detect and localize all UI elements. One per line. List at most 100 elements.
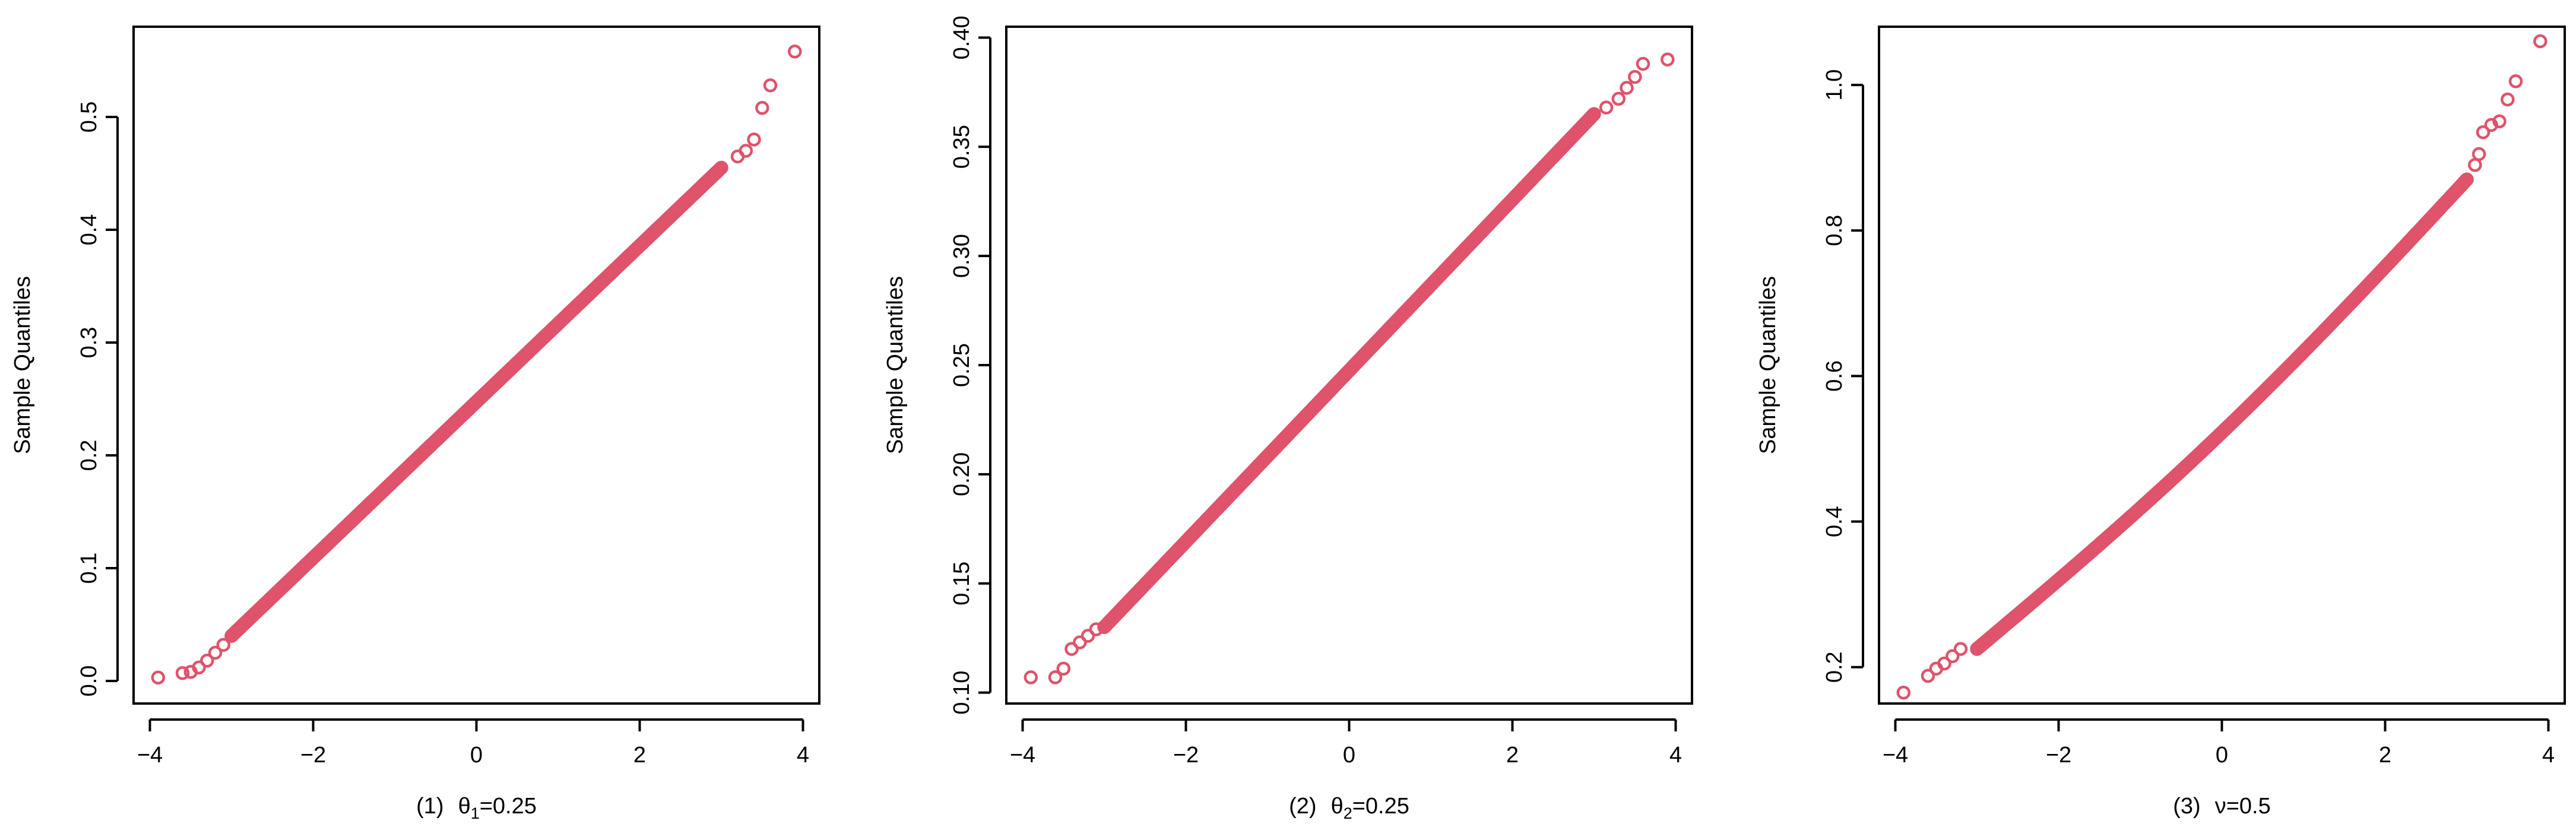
y-tick-label: 0.6 xyxy=(1822,360,1847,392)
data-point xyxy=(714,160,728,175)
y-tick-label: 0.30 xyxy=(949,234,974,278)
data-point xyxy=(224,629,239,643)
y-tick-label: 0.3 xyxy=(77,327,102,359)
y-tick-label: 0.1 xyxy=(77,553,102,584)
data-point xyxy=(1089,622,1104,636)
data-point xyxy=(1937,656,1951,671)
y-tick-label: 0.10 xyxy=(949,671,974,715)
data-points xyxy=(1024,52,1675,685)
y-tick-label: 0.2 xyxy=(1822,651,1847,683)
panel-caption: (1) θ1=0.25 xyxy=(416,794,537,822)
data-point xyxy=(1048,670,1063,685)
data-point xyxy=(1620,81,1634,95)
y-tick-label: 0.8 xyxy=(1822,215,1847,246)
data-point xyxy=(2468,158,2482,172)
x-tick-label: 2 xyxy=(1506,743,1519,768)
caption-index: (1) xyxy=(416,794,443,819)
data-point xyxy=(1628,69,1642,84)
data-point xyxy=(1636,56,1650,71)
data-point xyxy=(755,101,769,115)
data-point xyxy=(1599,100,1614,115)
x-tick-label: −4 xyxy=(1883,743,1908,768)
data-point xyxy=(2501,92,2515,107)
x-axis: −4 −2 0 2 4 xyxy=(1883,718,2555,768)
x-axis: −4 −2 0 2 4 xyxy=(137,718,809,768)
data-point xyxy=(1587,107,1601,121)
data-point xyxy=(192,660,206,674)
x-tick-label: 0 xyxy=(1343,743,1355,768)
y-axis: 0.2 0.4 0.6 0.8 1.0 xyxy=(1822,69,1864,683)
y-axis: 0.10 0.15 0.20 0.25 0.30 0.35 0.40 xyxy=(949,15,991,715)
data-point xyxy=(2472,147,2486,161)
data-point xyxy=(1081,629,1095,643)
caption-symbol: θ xyxy=(1331,794,1344,819)
data-point xyxy=(1946,649,1960,664)
x-tick-label: −2 xyxy=(300,743,326,768)
x-tick-label: −2 xyxy=(2046,743,2071,768)
data-points xyxy=(151,45,802,685)
x-tick-label: 0 xyxy=(2216,743,2228,768)
y-tick-label: 0.15 xyxy=(949,562,974,606)
y-tick-label: 0.5 xyxy=(77,102,102,133)
x-tick-label: 2 xyxy=(2379,743,2391,768)
data-point xyxy=(1661,52,1675,66)
data-point xyxy=(1896,685,1911,700)
y-tick-label: 0.40 xyxy=(949,15,974,59)
x-tick-label: −2 xyxy=(1173,743,1199,768)
caption-subscript: 1 xyxy=(471,804,480,822)
caption-symbol: ν xyxy=(2215,794,2226,819)
data-point xyxy=(1073,635,1087,649)
x-tick-label: −4 xyxy=(137,743,163,768)
x-tick-label: 0 xyxy=(470,743,483,768)
data-point xyxy=(175,666,190,680)
data-point xyxy=(208,645,223,660)
x-tick-label: 4 xyxy=(1669,743,1682,768)
panel-1: −4 −2 0 2 4 0.0 0.1 0.2 0.3 0.4 0.5 Sample Quantile… xyxy=(10,26,820,822)
caption-value: =0.25 xyxy=(1352,794,1409,819)
data-point xyxy=(763,78,778,93)
plot-frame xyxy=(132,26,820,705)
y-tick-label: 1.0 xyxy=(1822,69,1847,101)
data-point xyxy=(1953,642,1968,656)
data-point xyxy=(1056,661,1071,676)
data-point xyxy=(2533,34,2548,49)
data-point xyxy=(2492,114,2507,129)
y-tick-label: 0.20 xyxy=(949,452,974,496)
panel-caption: (2) θ2=0.25 xyxy=(1289,794,1409,822)
data-point xyxy=(1024,670,1038,685)
y-tick-label: 0.4 xyxy=(1822,506,1847,537)
plot-frame xyxy=(1878,26,2566,705)
data-points xyxy=(1896,34,2548,700)
data-point xyxy=(747,132,761,147)
data-point xyxy=(2476,125,2491,140)
data-point xyxy=(200,654,214,668)
data-point xyxy=(1064,642,1079,656)
y-tick-label: 0.0 xyxy=(77,666,102,697)
y-axis-title: Sample Quantiles xyxy=(10,276,35,454)
caption-value: =0.5 xyxy=(2226,794,2271,819)
caption-subscript: 2 xyxy=(1344,804,1352,822)
data-point xyxy=(788,45,802,59)
panel-caption: (3) ν=0.5 xyxy=(2173,794,2270,819)
x-tick-label: 4 xyxy=(797,743,809,768)
data-point xyxy=(216,638,231,652)
y-axis-title: Sample Quantiles xyxy=(883,276,908,454)
data-point xyxy=(739,144,753,158)
data-point xyxy=(1921,668,1935,683)
plot-frame xyxy=(1005,26,1693,705)
data-point xyxy=(151,670,166,685)
y-tick-label: 0.2 xyxy=(77,440,102,471)
data-point xyxy=(2460,172,2474,187)
x-axis: −4 −2 0 2 4 xyxy=(1010,718,1682,768)
y-tick-label: 0.25 xyxy=(949,343,974,387)
caption-value: =0.25 xyxy=(480,794,537,819)
x-tick-label: −4 xyxy=(1010,743,1035,768)
x-tick-label: 2 xyxy=(633,743,646,768)
data-point xyxy=(2508,74,2523,88)
y-tick-label: 0.4 xyxy=(77,214,102,246)
caption-index: (3) xyxy=(2173,794,2200,819)
x-tick-label: 4 xyxy=(2542,743,2555,768)
caption-index: (2) xyxy=(1289,794,1316,819)
panel-3: −4 −2 0 2 4 0.2 0.4 0.6 0.8 1.0 Sample Quantiles (3… xyxy=(1756,26,2566,819)
